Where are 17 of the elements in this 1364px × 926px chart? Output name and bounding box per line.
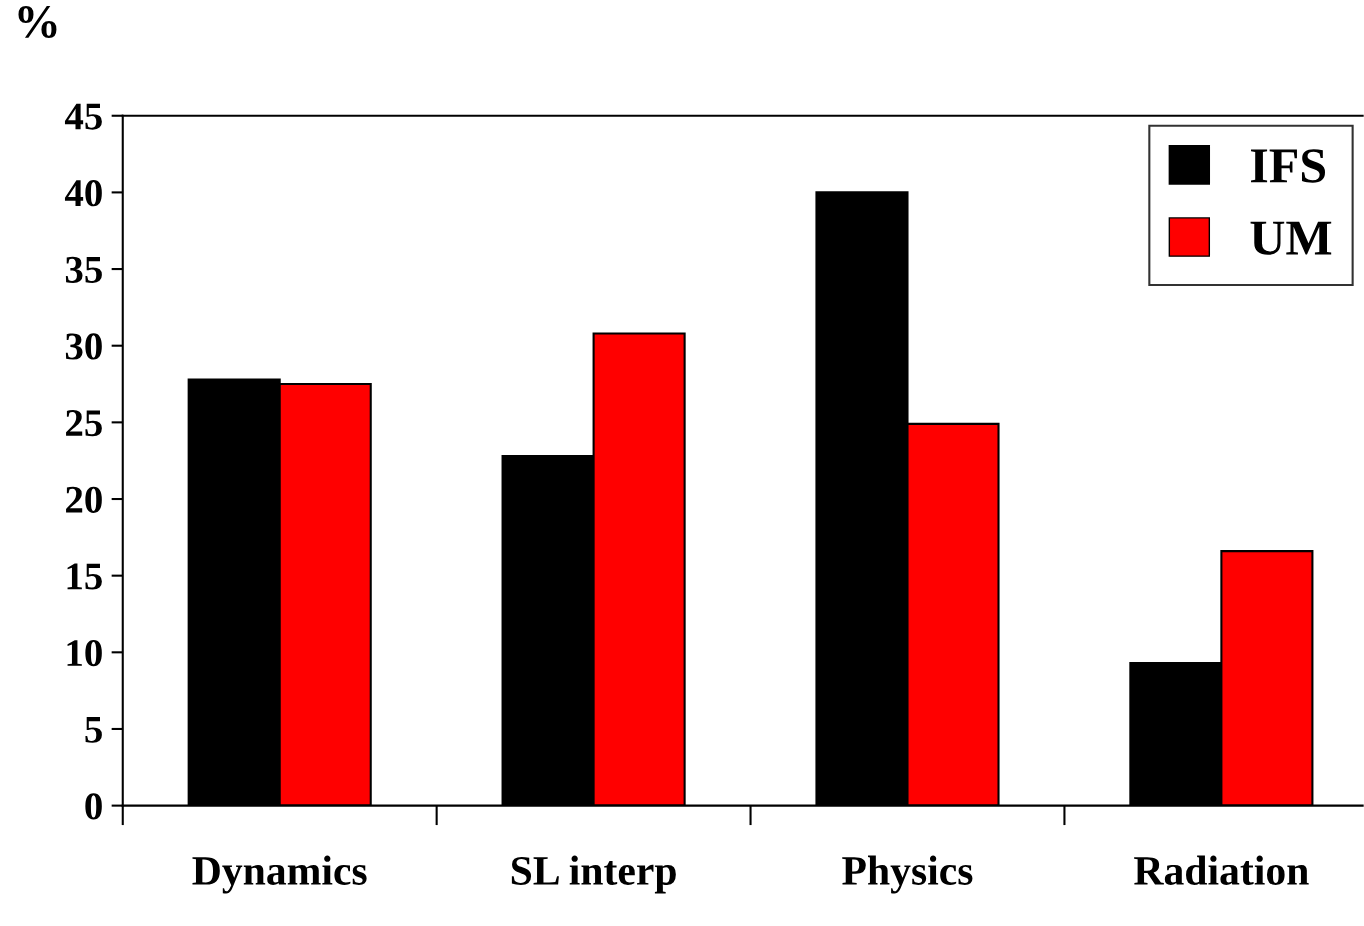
x-tick-label: SL interp xyxy=(511,855,676,894)
y-tick-label: 15 xyxy=(67,563,102,590)
y-tick-label: 45 xyxy=(64,103,102,130)
x-tick-label: Radiation xyxy=(1134,855,1309,885)
y-tick-label: 5 xyxy=(85,716,102,743)
y-tick-label: 20 xyxy=(66,486,102,513)
legend-label: IFS xyxy=(1251,149,1326,183)
y-tick-label: 40 xyxy=(64,180,102,207)
y-tick-label: 30 xyxy=(65,333,102,360)
y-tick-label: 0 xyxy=(85,793,102,820)
legend-label: UM xyxy=(1250,221,1332,255)
y-axis-title: % xyxy=(18,6,57,39)
y-tick-label: 10 xyxy=(67,639,102,667)
x-tick-label: Dynamics xyxy=(192,855,367,894)
y-tick-label: 25 xyxy=(66,410,102,437)
y-tick-label: 35 xyxy=(65,256,102,283)
x-tick-label: Physics xyxy=(842,855,973,894)
